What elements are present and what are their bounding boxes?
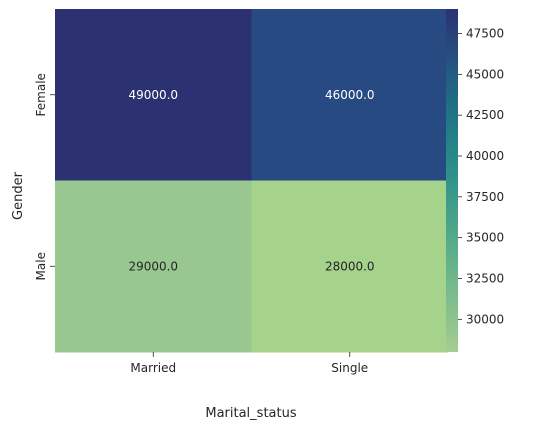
- heatmap-cell: [55, 9, 252, 181]
- heatmap-cell: [251, 9, 449, 181]
- y-axis-label: Gender: [11, 171, 26, 220]
- colorbar-tick-label: 42500: [466, 108, 504, 122]
- cell-value-label: 28000.0: [325, 259, 375, 273]
- y-tick-label: Male: [34, 252, 48, 280]
- heatmap-cell: [251, 180, 449, 353]
- x-axis-label: Marital_status: [205, 406, 296, 421]
- cell-value-label: 46000.0: [325, 88, 375, 102]
- cell-value-label: 29000.0: [128, 259, 178, 273]
- cell-value-label: 49000.0: [128, 88, 178, 102]
- heatmap-value-labels: 49000.0 46000.0 29000.0 28000.0: [128, 88, 374, 274]
- x-axis-ticks: Married Single: [130, 352, 368, 375]
- colorbar-tick-label: 32500: [466, 272, 504, 286]
- colorbar-tick-label: 47500: [466, 27, 504, 41]
- colorbar-ticks: 30000 32500 35000 37500 40000 42500 45000 47500: [458, 27, 504, 326]
- colorbar: [446, 9, 458, 352]
- y-tick-label: Female: [34, 73, 48, 116]
- colorbar-tick-label: 40000: [466, 149, 504, 163]
- heatmap-cell: [55, 180, 252, 353]
- colorbar-tick-label: 30000: [466, 312, 504, 326]
- x-tick-label: Married: [130, 361, 176, 375]
- colorbar-tick-label: 37500: [466, 190, 504, 204]
- x-tick-label: Single: [331, 361, 368, 375]
- y-axis-ticks: Female Male: [34, 73, 55, 280]
- colorbar-tick-label: 45000: [466, 67, 504, 81]
- heatmap-cells: [55, 9, 449, 353]
- colorbar-tick-label: 35000: [466, 231, 504, 245]
